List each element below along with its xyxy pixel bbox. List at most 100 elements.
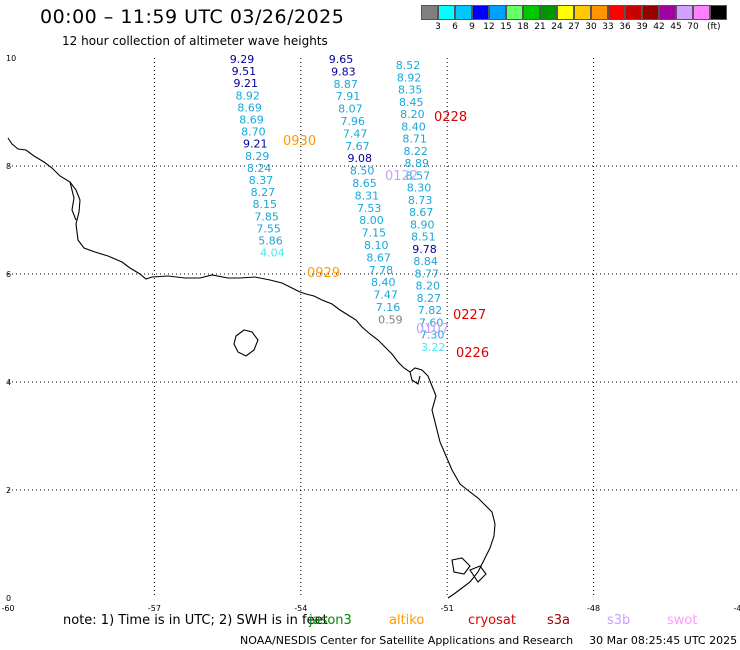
pass-time-label: 0930	[283, 134, 316, 149]
swh-value: 8.07	[338, 103, 363, 116]
y-tick-label: 6	[6, 270, 11, 279]
y-tick-label: 4	[6, 378, 11, 387]
swh-value: 8.50	[350, 165, 375, 178]
legend-swatch	[710, 5, 727, 20]
swh-value: 8.45	[399, 96, 424, 109]
legend-swatch	[659, 5, 676, 20]
swh-value: 8.57	[406, 169, 431, 182]
legend-swatch	[625, 5, 642, 20]
swh-value: 9.29	[230, 53, 255, 66]
y-tick-label: 0	[6, 594, 11, 603]
legend-swatch	[438, 5, 455, 20]
legend-label: 30	[585, 22, 597, 32]
swh-value: 7.91	[336, 90, 361, 103]
swh-value: 8.73	[408, 194, 433, 207]
swh-value: 7.16	[376, 301, 401, 314]
swh-value: 9.83	[331, 65, 356, 78]
swh-value: 8.30	[407, 182, 432, 195]
swh-value: 7.55	[256, 222, 281, 235]
swh-value: 9.08	[348, 152, 373, 165]
page-subtitle: 12 hour collection of altimeter wave hei…	[62, 34, 328, 48]
swh-value: 7.15	[362, 227, 387, 240]
swh-value: 8.24	[247, 162, 272, 175]
legend-label: 18	[517, 22, 529, 32]
legend-swatch	[489, 5, 506, 20]
pass-time-label: 0929	[307, 266, 340, 281]
swh-value: 8.27	[417, 292, 442, 305]
swh-value: 8.35	[398, 84, 423, 97]
swh-value: 9.51	[232, 65, 257, 78]
legend-swatch	[642, 5, 659, 20]
legend-label: 33	[602, 22, 614, 32]
swh-value: 8.65	[352, 177, 377, 190]
legend-swatch	[523, 5, 540, 20]
swh-value: 9.21	[234, 77, 259, 90]
legend-label: 3	[435, 22, 441, 32]
x-tick-label: -48	[587, 604, 600, 613]
pass-time-label: 0226	[456, 346, 489, 361]
legend-swatch	[608, 5, 625, 20]
swh-value: 5.86	[258, 235, 283, 248]
swh-value: 7.30	[420, 329, 445, 342]
pass-time-label: 0122	[385, 169, 418, 184]
swh-value: 8.15	[253, 198, 278, 211]
footnote-overlay-jason3: jason3	[309, 613, 352, 628]
coastline	[7, 137, 496, 599]
legend-label: 6	[452, 22, 458, 32]
swh-value: 8.71	[402, 133, 427, 146]
legend-swatch	[472, 5, 489, 20]
legend-label: 36	[619, 22, 631, 32]
legend-swatch	[574, 5, 591, 20]
legend-swatch	[676, 5, 693, 20]
swh-value: 8.27	[251, 186, 276, 199]
y-tick-label: 8	[6, 162, 11, 171]
x-tick-label: -54	[294, 604, 307, 613]
legend-unit: (ft)	[707, 22, 721, 32]
coastline-main	[7, 137, 496, 599]
swh-value: 8.67	[409, 206, 434, 219]
legend-label: 39	[636, 22, 648, 32]
swh-value: 8.90	[410, 218, 435, 231]
legend-label: 21	[534, 22, 546, 32]
swh-value: 0.59	[378, 313, 403, 326]
legend-swatch	[506, 5, 523, 20]
swh-value: 8.29	[245, 150, 270, 163]
satellite-name-cryosat: cryosat	[468, 613, 516, 628]
swh-value: 8.67	[366, 251, 391, 264]
credit-timestamp: 30 Mar 08:25:45 UTC 2025	[589, 634, 738, 647]
swh-value: 8.40	[371, 276, 396, 289]
y-tick-label: 2	[6, 486, 11, 495]
marajo-island	[233, 329, 259, 357]
delta-islands	[451, 557, 487, 583]
swh-value: 8.31	[355, 189, 380, 202]
swh-value: 4.04	[260, 247, 285, 260]
legend-swatch	[693, 5, 710, 20]
x-tick-label: -57	[148, 604, 161, 613]
swh-value: 8.40	[401, 120, 426, 133]
satellite-name-s3b: s3b	[607, 613, 631, 628]
pass-time-label: 0227	[453, 308, 486, 323]
swh-value: 7.47	[343, 127, 368, 140]
x-tick-label: -60	[1, 604, 14, 613]
satellite-name-altiko: altiko	[389, 613, 425, 628]
satellite-name-s3a: s3a	[547, 613, 571, 628]
x-tick-label: -45	[733, 604, 740, 613]
swh-value: 8.89	[405, 157, 430, 170]
swh-value: 7.60	[419, 316, 444, 329]
legend-swatch	[540, 5, 557, 20]
legend-swatch	[557, 5, 574, 20]
satellite-tracks: 9.299.519.218.928.698.698.709.218.298.24…	[230, 53, 446, 354]
legend-label: 70	[687, 22, 699, 32]
legend-swatch	[455, 5, 472, 20]
x-tick-label: -51	[441, 604, 454, 613]
swh-value: 8.77	[414, 267, 439, 280]
swh-value: 8.92	[397, 71, 422, 84]
swh-value: 9.65	[329, 53, 354, 66]
swh-value: 9.21	[243, 138, 268, 151]
swh-value: 7.85	[254, 210, 279, 223]
legend-label: 45	[670, 22, 682, 32]
swh-value: 8.51	[411, 231, 436, 244]
swh-value: 7.67	[345, 140, 370, 153]
swh-value: 8.10	[364, 239, 389, 252]
